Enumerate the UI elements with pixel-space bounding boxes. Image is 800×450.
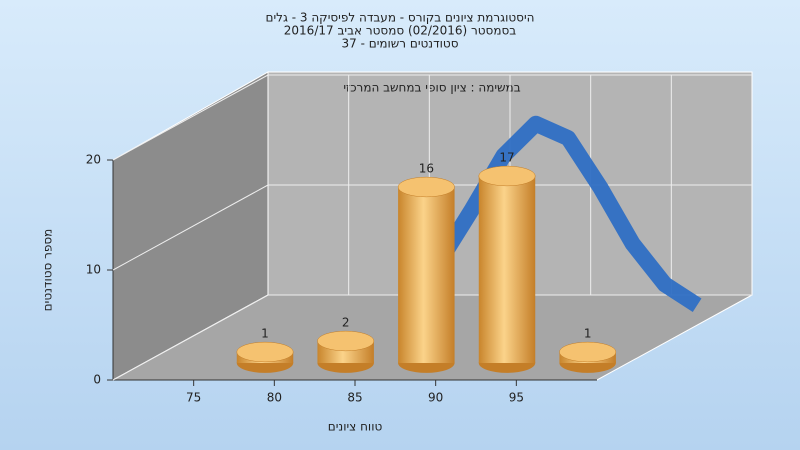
bar <box>398 187 455 363</box>
y-tick-label: 10 <box>86 263 101 277</box>
value-label: 1 <box>584 327 592 341</box>
bar-top <box>397 176 455 198</box>
y-tick-label: 0 <box>93 373 101 387</box>
bar-top <box>559 341 617 363</box>
grid-line <box>112 294 269 381</box>
grid-line <box>112 74 269 161</box>
grid-line <box>112 184 269 271</box>
x-tick-label: 80 <box>267 391 282 405</box>
bar <box>478 176 536 363</box>
x-axis-label: טווח ציונים <box>328 420 383 434</box>
x-tick-label: 85 <box>347 391 362 405</box>
bar-top <box>478 165 536 187</box>
value-label: 17 <box>499 151 514 165</box>
bar-top <box>236 341 294 363</box>
fit-curve <box>400 115 702 312</box>
x-tick-label: 95 <box>509 391 524 405</box>
bar-top <box>317 330 375 352</box>
value-label: 16 <box>419 162 434 176</box>
chart-subtitle: סטודנטים רשומים - 37 <box>341 37 458 51</box>
x-tick-label: 90 <box>428 391 443 405</box>
chart-title: היסטוגרמת ציונים בקורס - מעבדה לפיסיקה 3… <box>266 11 535 25</box>
value-label: 1 <box>261 327 269 341</box>
annotation: במשימה : ציון סופי במחשב המרכזי <box>343 81 520 95</box>
x-tick-label: 75 <box>186 391 201 405</box>
y-tick-label: 20 <box>86 153 101 167</box>
y-axis-label: מספר סטודנטים <box>41 229 55 312</box>
value-label: 2 <box>342 316 350 330</box>
chart-subtitle: בסמסטר (02/2016) סמסטר אביב 2016/17 <box>284 24 516 38</box>
